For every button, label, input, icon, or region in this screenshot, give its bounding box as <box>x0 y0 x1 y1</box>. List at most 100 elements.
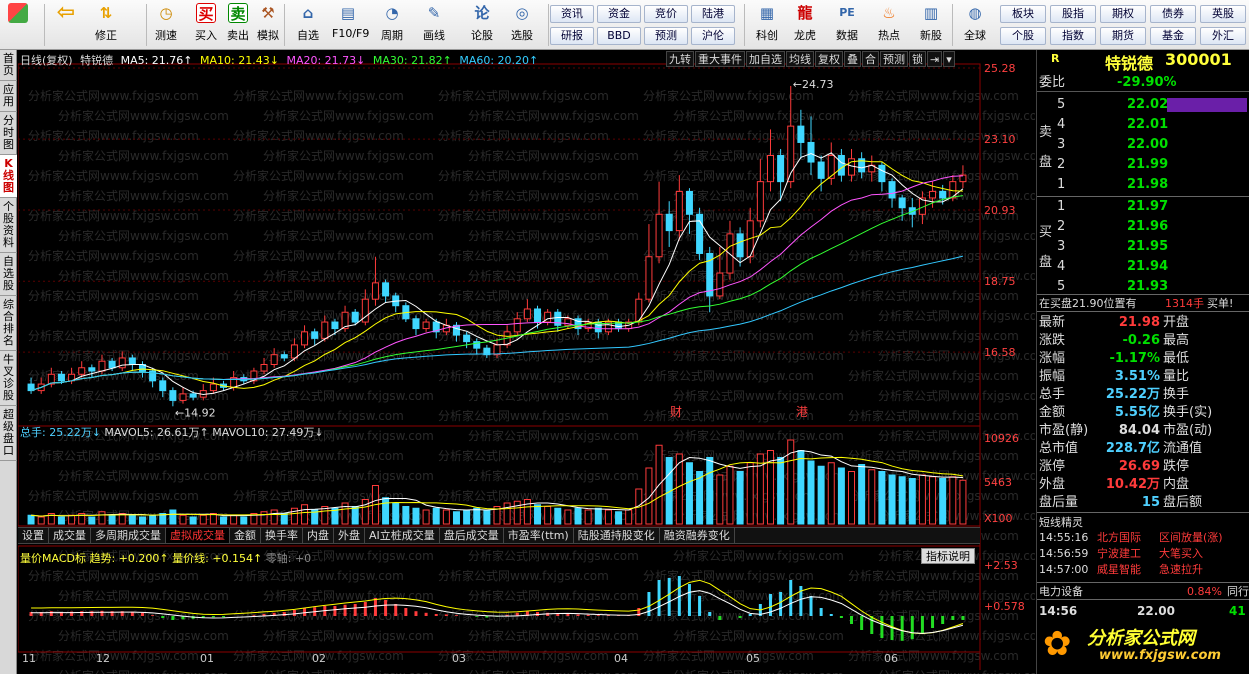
volume-bar <box>685 462 693 525</box>
toolbar-button-chart[interactable]: ▦ 科创 <box>748 3 786 47</box>
kline-button-10[interactable]: ▾ <box>943 51 955 67</box>
candle-body <box>341 311 349 330</box>
watermark-text: 分析家公式网www.fxjgsw.com <box>28 248 199 263</box>
toolbar-button-ipo[interactable]: ▥ 新股 <box>912 3 950 47</box>
subtab-8[interactable]: AI立桩成交量 <box>365 528 440 543</box>
pill-期货[interactable]: 期货 <box>1100 27 1146 45</box>
watermark-text: 分析家公式网www.fxjgsw.com <box>673 268 844 283</box>
pill-资金[interactable]: 资金 <box>597 5 641 23</box>
pill-英股[interactable]: 英股 <box>1200 5 1246 23</box>
subtab-10[interactable]: 市盈率(ttm) <box>504 528 574 543</box>
left-tab-4[interactable]: 个股资料 <box>0 198 17 253</box>
indicator-help-button[interactable]: 指标说明 <box>921 548 975 564</box>
pill-BBD[interactable]: BBD <box>597 27 641 45</box>
pill-基金[interactable]: 基金 <box>1150 27 1196 45</box>
subtab-5[interactable]: 换手率 <box>261 528 303 543</box>
elf-time: 14:57:00 <box>1039 563 1089 576</box>
kline-button-7[interactable]: 预测 <box>880 51 908 67</box>
left-tab-8[interactable]: 超级盘口 <box>0 406 17 461</box>
toolbar-button-period[interactable]: ◔ 周期 <box>376 3 408 47</box>
pill-预测[interactable]: 预测 <box>644 27 688 45</box>
pill-股指[interactable]: 股指 <box>1050 5 1096 23</box>
date-axis-label: 05 <box>746 652 760 665</box>
volume-bar <box>382 497 390 525</box>
toolbar-button-back-arrow[interactable]: ⇦ <box>50 2 82 47</box>
toolbar-button-dragon[interactable]: 龍龙虎 <box>786 3 824 47</box>
kline-button-9[interactable]: ⇥ <box>927 51 943 67</box>
kline-button-8[interactable]: 锁 <box>909 51 926 67</box>
volume-bar <box>766 450 774 525</box>
watermark-text: 分析家公式网www.fxjgsw.com <box>58 628 229 643</box>
left-tab-7[interactable]: 牛叉诊股 <box>0 351 17 406</box>
toolbar-button-label: 模拟 <box>257 29 279 42</box>
pill-指数[interactable]: 指数 <box>1050 27 1096 45</box>
pill-债券[interactable]: 债券 <box>1150 5 1196 23</box>
elf-event: 区间放量(涨) <box>1159 531 1223 544</box>
subtab-11[interactable]: 陆股通持股变化 <box>574 528 660 543</box>
kline-button-3[interactable]: 均线 <box>786 51 814 67</box>
kline-chart-area[interactable]: 分析家公式网www.fxjgsw.com 分析家公式网www.fxjgsw.com… <box>18 50 1035 674</box>
pill-期权[interactable]: 期权 <box>1100 5 1146 23</box>
kline-button-6[interactable]: 合 <box>862 51 879 67</box>
wei-bi-label: 委比 <box>1039 75 1066 90</box>
pill-竞价[interactable]: 竞价 <box>644 5 688 23</box>
watermark-text: 分析家公式网www.fxjgsw.com <box>263 468 434 483</box>
toolbar-button-house[interactable]: ⌂ 自选 <box>292 3 324 47</box>
toolbar-button-clock[interactable]: ◷ 测速 <box>150 3 182 47</box>
kline-button-1[interactable]: 重大事件 <box>695 51 745 67</box>
price-axis-label: 18.75 <box>984 275 1016 288</box>
watermark-text: 分析家公式网www.fxjgsw.com <box>58 348 229 363</box>
toolbar-button-select-stock[interactable]: ◎ 选股 <box>506 3 538 47</box>
subtab-4[interactable]: 金额 <box>230 528 261 543</box>
pill-板块[interactable]: 板块 <box>1000 5 1046 23</box>
pill-陆港[interactable]: 陆港 <box>691 5 735 23</box>
watermark-text: 分析家公式网www.fxjgsw.com <box>673 668 844 674</box>
watermark-text: 分析家公式网www.fxjgsw.com <box>58 468 229 483</box>
candle-body <box>736 233 744 258</box>
left-tab-3[interactable]: K线图 <box>0 155 17 198</box>
toolbar-button-discuss[interactable]: 论论股 <box>466 3 498 47</box>
subtab-0[interactable]: 设置 <box>18 528 49 543</box>
kline-button-5[interactable]: 叠 <box>844 51 861 67</box>
kline-button-0[interactable]: 九转 <box>666 51 694 67</box>
period-label: 日线(复权) <box>20 54 73 67</box>
watermark-text: 分析家公式网www.fxjgsw.com <box>878 668 1035 674</box>
subtab-9[interactable]: 盘后成交量 <box>440 528 504 543</box>
volume-bar <box>848 471 856 525</box>
subtab-6[interactable]: 内盘 <box>303 528 334 543</box>
pill-沪伦[interactable]: 沪伦 <box>691 27 735 45</box>
toolbar-button-fire[interactable]: ♨ 热点 <box>870 3 908 47</box>
left-tab-2[interactable]: 分时图 <box>0 112 17 155</box>
kline-button-4[interactable]: 复权 <box>815 51 843 67</box>
volume-bar <box>351 506 359 525</box>
left-tab-0[interactable]: 首页 <box>0 50 17 81</box>
toolbar-button-sell[interactable]: 卖卖出 <box>222 3 254 47</box>
toolbar-button-f10[interactable]: ▤ F10/F9 <box>332 3 369 47</box>
toolbar-button-pencil[interactable]: ✎ 画线 <box>418 3 450 47</box>
candle-body <box>432 321 440 333</box>
macd-legend: 量价MACD标 趋势: +0.200↑ 量价线: +0.154↑ 零轴: +0 <box>20 550 311 566</box>
toolbar-button-globe[interactable]: ◍ 全球 <box>956 3 994 47</box>
toolbar-button-pe[interactable]: PE 数据 <box>828 3 866 47</box>
left-tab-5[interactable]: 自选股 <box>0 253 17 296</box>
left-tab-1[interactable]: 应用 <box>0 81 17 112</box>
subtab-1[interactable]: 成交量 <box>49 528 91 543</box>
pill-外汇[interactable]: 外汇 <box>1200 27 1246 45</box>
subtab-3[interactable]: 虚拟成交量 <box>166 528 230 543</box>
pill-资讯[interactable]: 资讯 <box>550 5 594 23</box>
pill-研报[interactable]: 研报 <box>550 27 594 45</box>
kline-button-2[interactable]: 加自选 <box>746 51 785 67</box>
subtab-7[interactable]: 外盘 <box>334 528 365 543</box>
toolbar-button-up-down-arrow[interactable]: ⇅ 修正 <box>90 3 122 47</box>
candle-body <box>159 380 167 392</box>
toolbar-button-grid[interactable] <box>2 3 34 47</box>
volume-bar <box>949 476 957 525</box>
toolbar-button-buy[interactable]: 买买入 <box>190 3 222 47</box>
toolbar-button-hammer[interactable]: ⚒ 模拟 <box>252 3 284 47</box>
volume-bar <box>746 462 754 525</box>
volume-bar <box>169 509 177 525</box>
left-tab-6[interactable]: 综合排名 <box>0 296 17 351</box>
subtab-2[interactable]: 多周期成交量 <box>91 528 166 543</box>
subtab-12[interactable]: 融资融券变化 <box>660 528 735 543</box>
pill-个股[interactable]: 个股 <box>1000 27 1046 45</box>
